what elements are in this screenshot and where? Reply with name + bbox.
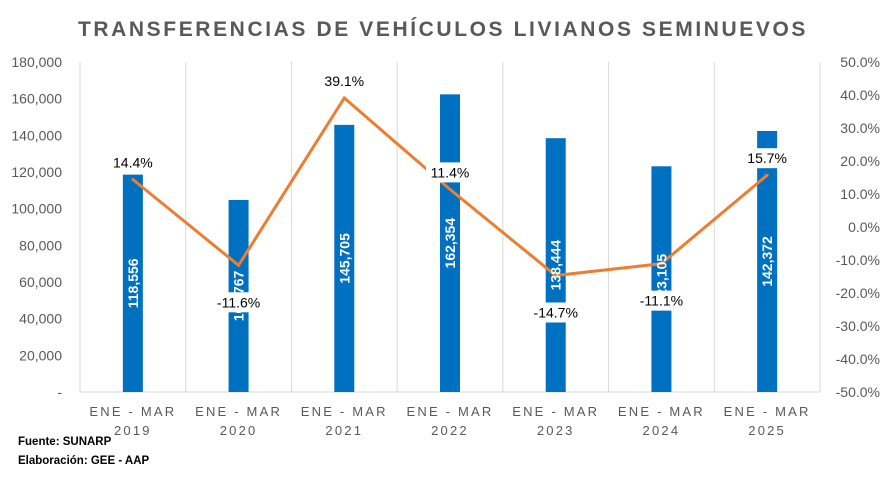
y-left-tick-label: 60,000 [19,274,62,290]
y-left-tick-label: 20,000 [19,347,62,363]
line-point [237,263,241,267]
x-tick-label: ENE - MAR [195,404,282,419]
y-left-tick-label: 120,000 [11,164,62,180]
bar-value-label: 145,705 [336,233,352,284]
line-label-bg [210,292,267,313]
y-left-tick-label: - [57,384,62,400]
line-point [448,187,452,191]
y-right-tick-label: 0.0% [848,219,880,235]
x-tick-label: ENE - MAR [89,404,176,419]
x-tick-label-year: 2019 [114,423,152,438]
line-point [765,173,769,177]
line-value-label: 11.4% [431,164,470,180]
bar-value-label: 118,556 [125,258,141,308]
y-right-tick-label: 50.0% [840,54,880,70]
line-value-label: 14.4% [113,154,153,170]
line-point [342,96,346,100]
y-right-tick-label: -40.0% [836,351,880,367]
line-label-bg [527,302,584,323]
bar-value-label: 142,372 [759,236,775,287]
line-value-label: -14.7% [534,305,578,321]
y-left-tick-label: 40,000 [19,311,62,327]
y-right-tick-label: 10.0% [840,186,880,202]
line-label-bg [633,290,690,311]
x-tick-label-year: 2025 [748,423,786,438]
line-point [554,274,558,278]
line-point [131,177,135,181]
y-right-tick-label: 40.0% [840,87,880,103]
line-label-bg [426,162,474,183]
bar-value-label: 138,444 [548,240,564,291]
x-tick-label: ENE - MAR [618,404,705,419]
chart-title: TRANSFERENCIAS DE VEHÍCULOS LIVIANOS SEM… [77,18,809,41]
y-left-tick-label: 180,000 [11,54,62,70]
x-tick-label: ENE - MAR [512,404,599,419]
y-left-tick-label: 160,000 [11,91,62,107]
bar-value-label: 162,354 [442,218,458,269]
y-right-tick-label: 20.0% [840,153,880,169]
line-value-label: 15.7% [747,150,787,166]
bar [757,130,778,392]
y-right-tick-label: -20.0% [836,285,880,301]
y-right-tick-label: -30.0% [836,318,880,334]
y-right-tick-label: -50.0% [836,384,880,400]
x-tick-label-year: 2024 [643,423,681,438]
credit-note: Elaboración: GEE - AAP [18,455,150,467]
bar [651,166,672,392]
bar [545,138,566,392]
line-label-bg [320,70,369,91]
bar [334,124,355,392]
source-note: Fuente: SUNARP [18,436,112,448]
y-left-tick-label: 140,000 [11,127,62,143]
x-tick-label: ENE - MAR [407,404,494,419]
line-label-bg [108,152,157,173]
line-value-label: -11.1% [640,293,683,309]
bar [122,174,143,392]
x-tick-label-year: 2022 [431,423,469,438]
x-tick-label: ENE - MAR [724,404,811,419]
x-tick-label-year: 2020 [220,423,258,438]
y-left-tick-label: 80,000 [19,237,62,253]
x-tick-label-year: 2021 [325,423,363,438]
line-point [659,262,663,266]
y-right-tick-label: 30.0% [840,120,880,136]
y-left-tick-label: 100,000 [11,201,62,217]
y-right-tick-label: -10.0% [836,252,880,268]
line-value-label: 39.1% [324,73,364,89]
line-label-bg [743,148,792,169]
x-tick-label-year: 2023 [537,423,575,438]
x-tick-label: ENE - MAR [301,404,388,419]
line-value-label: -11.6% [217,294,260,310]
